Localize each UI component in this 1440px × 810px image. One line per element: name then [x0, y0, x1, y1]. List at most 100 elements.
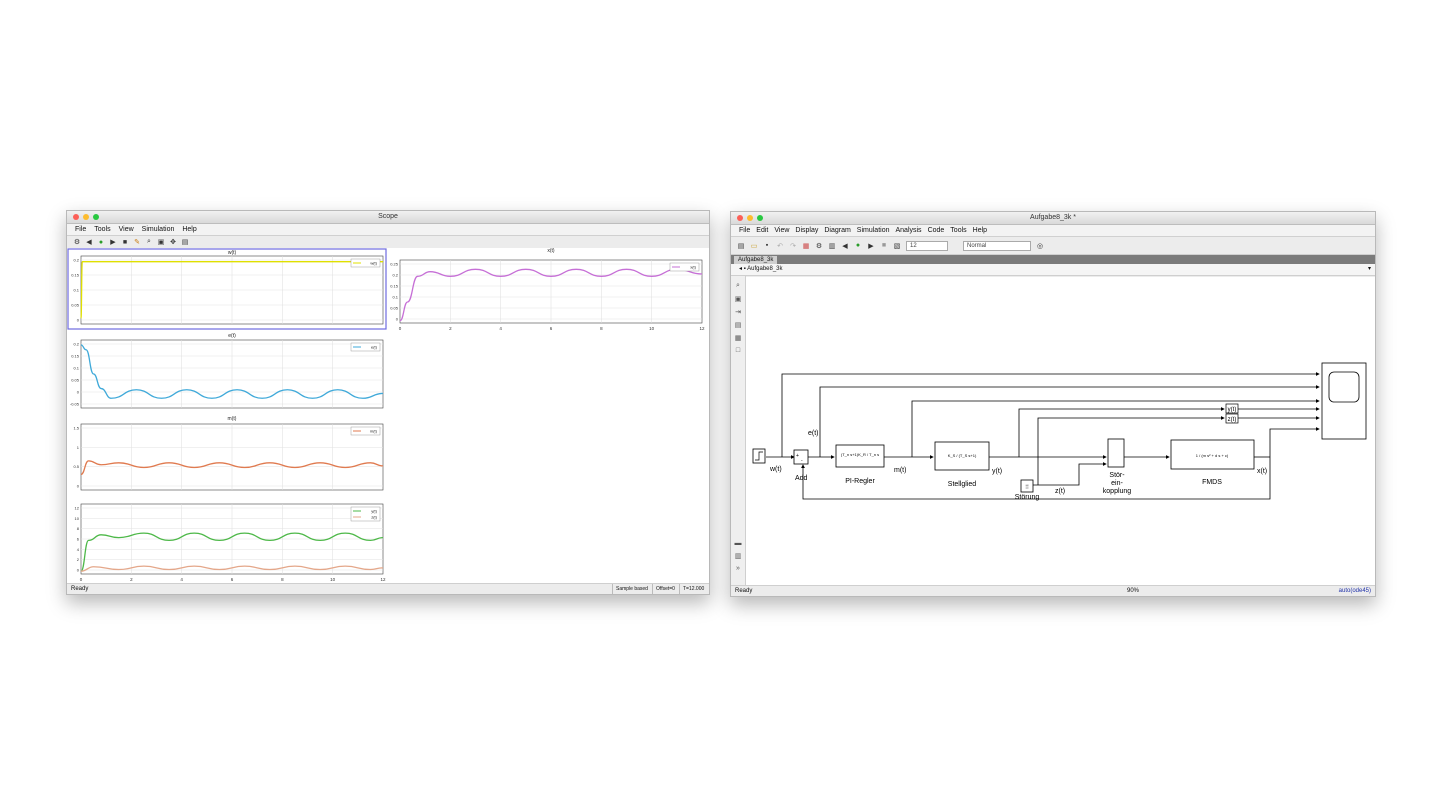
breadcrumb[interactable]: Aufgabe8_3k [747, 266, 783, 272]
ytick-label: 2 [77, 557, 80, 562]
step-back-icon[interactable]: ◀ [86, 239, 92, 246]
ytick-label: 0 [77, 318, 80, 323]
goto-y-block[interactable] [1225, 403, 1239, 414]
model-explorer-icon[interactable]: ▥ [828, 242, 836, 250]
menu-display[interactable]: Display [795, 227, 819, 234]
menu-diagram[interactable]: Diagram [824, 227, 851, 234]
xtick-label: 2 [130, 577, 133, 582]
minimize-icon[interactable] [747, 215, 753, 221]
ytick-label: 0.05 [71, 303, 80, 308]
xtick-label: 4 [499, 326, 502, 331]
library-browser-icon[interactable]: ▦ [802, 242, 810, 250]
open-icon[interactable]: ▭ [750, 242, 758, 250]
save-icon[interactable]: ▪ [765, 242, 769, 249]
wire-z [1033, 462, 1107, 486]
zoom-icon[interactable]: ⌕ [736, 282, 740, 289]
menu-tools[interactable]: Tools [950, 227, 967, 234]
fit-view-icon[interactable]: ▣ [734, 296, 742, 303]
settings-icon[interactable]: ⚙ [73, 239, 81, 246]
menu-tools[interactable]: Tools [94, 226, 111, 233]
area-icon[interactable]: □ [735, 347, 741, 354]
ytick-label: 0.2 [73, 258, 79, 263]
menu-file[interactable]: File [739, 227, 751, 234]
model-config-icon[interactable]: ⚙ [815, 242, 823, 250]
wire-x-scope [1269, 427, 1320, 457]
add-block[interactable] [793, 449, 809, 465]
record-icon[interactable]: ▧ [893, 242, 901, 250]
menu-file[interactable]: File [75, 226, 87, 233]
step-forward-icon[interactable]: ▶ [868, 242, 874, 250]
ytick-label: 0 [77, 390, 80, 395]
legend-box [669, 262, 700, 272]
camera-icon[interactable]: ▬ [734, 540, 742, 547]
menu-view[interactable]: View [118, 226, 134, 233]
model-canvas[interactable]: + - (T_n s+1)K_R / T_n s K_S / (T_S s+1) … [746, 277, 1375, 586]
annotation-icon[interactable]: ▤ [734, 322, 742, 329]
ytick-label: 1 [77, 445, 80, 450]
minimize-icon[interactable] [83, 214, 89, 220]
goto-z-block[interactable] [1225, 413, 1239, 424]
signal-label-m: m(t) [894, 467, 906, 474]
zoom-icon[interactable]: ⌕ [147, 238, 151, 245]
wire-y-goto [1018, 407, 1225, 457]
disturbance-coupling-block[interactable] [1107, 438, 1125, 468]
redo-icon[interactable]: ↷ [790, 242, 796, 250]
scope-status-mode: Sample based [612, 584, 648, 594]
scope-status-offset: Offset=0 [652, 584, 675, 594]
menu-simulation[interactable]: Simulation [141, 226, 175, 233]
menu-analysis[interactable]: Analysis [895, 227, 922, 234]
menu-help[interactable]: Help [972, 227, 988, 234]
stop-icon[interactable]: ■ [881, 242, 887, 249]
breadcrumb-bar: ◂ ▪ Aufgabe8_3k ▾ [731, 264, 1375, 276]
pi-controller-block[interactable] [835, 444, 885, 468]
actuator-block[interactable] [934, 441, 990, 471]
undo-icon[interactable]: ↶ [777, 242, 783, 250]
model-tab[interactable]: Aufgabe8_3k [734, 256, 778, 264]
step-forward-icon[interactable]: ▶ [110, 239, 116, 246]
disturbance-block[interactable] [1020, 479, 1034, 493]
measure-icon[interactable]: ▤ [181, 239, 189, 246]
menu-simulation[interactable]: Simulation [856, 227, 890, 234]
axes-title: m(t) [228, 416, 237, 422]
stop-icon[interactable]: ■ [122, 238, 128, 246]
scope-statusbar: Ready Sample based Offset=0 T=12.000 [67, 583, 709, 594]
maximize-icon[interactable] [757, 215, 763, 221]
ytick-label: 0 [77, 568, 80, 573]
menu-edit[interactable]: Edit [756, 227, 769, 234]
new-model-icon[interactable]: ▤ [737, 242, 745, 250]
palette: ⌕ ▣ ⇥ ▤ ▦ □ ▬ ▥ » [731, 276, 746, 586]
disturbance-icon: ▒ [1026, 484, 1029, 489]
fit-icon[interactable]: ▣ [157, 239, 165, 246]
xtick-label: 4 [180, 577, 183, 582]
image-icon[interactable]: ▦ [734, 335, 742, 342]
menu-help[interactable]: Help [182, 226, 197, 233]
menu-code[interactable]: Code [927, 227, 945, 234]
close-icon[interactable] [737, 215, 743, 221]
highlight-icon[interactable]: ✎ [134, 239, 140, 246]
model-advisor-icon[interactable]: ◎ [1036, 242, 1044, 250]
xtick-label: 0 [80, 577, 83, 582]
signal-label-y: y(t) [992, 468, 1002, 475]
expand-icon[interactable]: » [736, 565, 740, 572]
scope-title: Scope [378, 213, 398, 220]
cursor-icon[interactable]: ✥ [170, 239, 176, 246]
ytick-label: 0.1 [73, 288, 79, 293]
arrow-icon[interactable]: ⇥ [735, 309, 741, 316]
report-icon[interactable]: ▥ [734, 553, 742, 560]
menu-view[interactable]: View [774, 227, 790, 234]
series-line-y(t) [80, 532, 384, 572]
run-icon[interactable]: ● [98, 238, 104, 246]
legend-label: y(t) [371, 509, 377, 514]
plant-block[interactable] [1170, 439, 1255, 470]
simulation-mode-select[interactable]: Normal [963, 240, 1031, 251]
stop-time-input[interactable]: 12 [906, 240, 948, 251]
close-icon[interactable] [73, 214, 79, 220]
run-icon[interactable]: ● [855, 242, 861, 249]
maximize-icon[interactable] [93, 214, 99, 220]
solver-link[interactable]: auto(ode45) [1338, 588, 1371, 594]
breadcrumb-dropdown-icon[interactable]: ▾ [1367, 266, 1371, 272]
step-back-icon[interactable]: ◀ [842, 242, 848, 250]
ytick-label: 6 [77, 537, 80, 542]
actuator-block-label: Stellglied [948, 481, 977, 488]
ytick-label: 0.15 [71, 354, 80, 359]
